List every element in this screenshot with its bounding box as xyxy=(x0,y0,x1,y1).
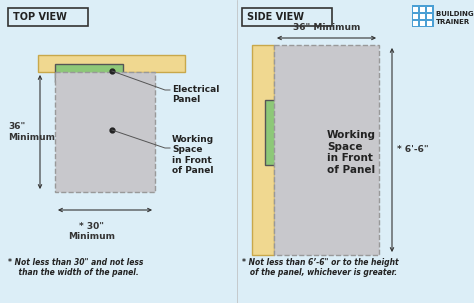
Bar xyxy=(274,45,379,255)
Bar xyxy=(413,7,418,12)
Bar xyxy=(427,7,432,12)
Text: Working
Space
in Front
of Panel: Working Space in Front of Panel xyxy=(172,135,214,175)
Bar xyxy=(412,5,434,27)
Bar xyxy=(420,14,425,19)
Bar xyxy=(413,21,418,26)
Bar xyxy=(427,21,432,26)
Bar xyxy=(8,8,88,26)
Text: Working
Space
in Front
of Panel: Working Space in Front of Panel xyxy=(327,130,376,175)
Bar xyxy=(55,72,155,192)
Text: * 30"
Minimum: * 30" Minimum xyxy=(69,222,116,241)
Text: TRAINER: TRAINER xyxy=(436,19,470,25)
Text: 36"
Minimum: 36" Minimum xyxy=(8,122,55,142)
Text: * Not less than 6’-6" or to the height
   of the panel, whichever is greater.: * Not less than 6’-6" or to the height o… xyxy=(242,258,399,278)
Text: BUILDING CODE: BUILDING CODE xyxy=(436,11,474,17)
Bar xyxy=(55,64,123,82)
Bar xyxy=(413,14,418,19)
Bar xyxy=(427,14,432,19)
Bar xyxy=(252,45,274,255)
Text: 36" Minimum: 36" Minimum xyxy=(293,24,361,32)
Text: TOP VIEW: TOP VIEW xyxy=(13,12,67,22)
Bar xyxy=(242,8,332,26)
Text: SIDE VIEW: SIDE VIEW xyxy=(247,12,304,22)
Bar xyxy=(38,55,185,72)
Text: * Not less than 30" and not less
    than the width of the panel.: * Not less than 30" and not less than th… xyxy=(8,258,143,278)
Text: Electrical
Panel: Electrical Panel xyxy=(172,85,219,105)
Bar xyxy=(420,7,425,12)
Text: * 6'-6": * 6'-6" xyxy=(397,145,428,155)
Bar xyxy=(420,21,425,26)
Bar xyxy=(265,100,280,165)
